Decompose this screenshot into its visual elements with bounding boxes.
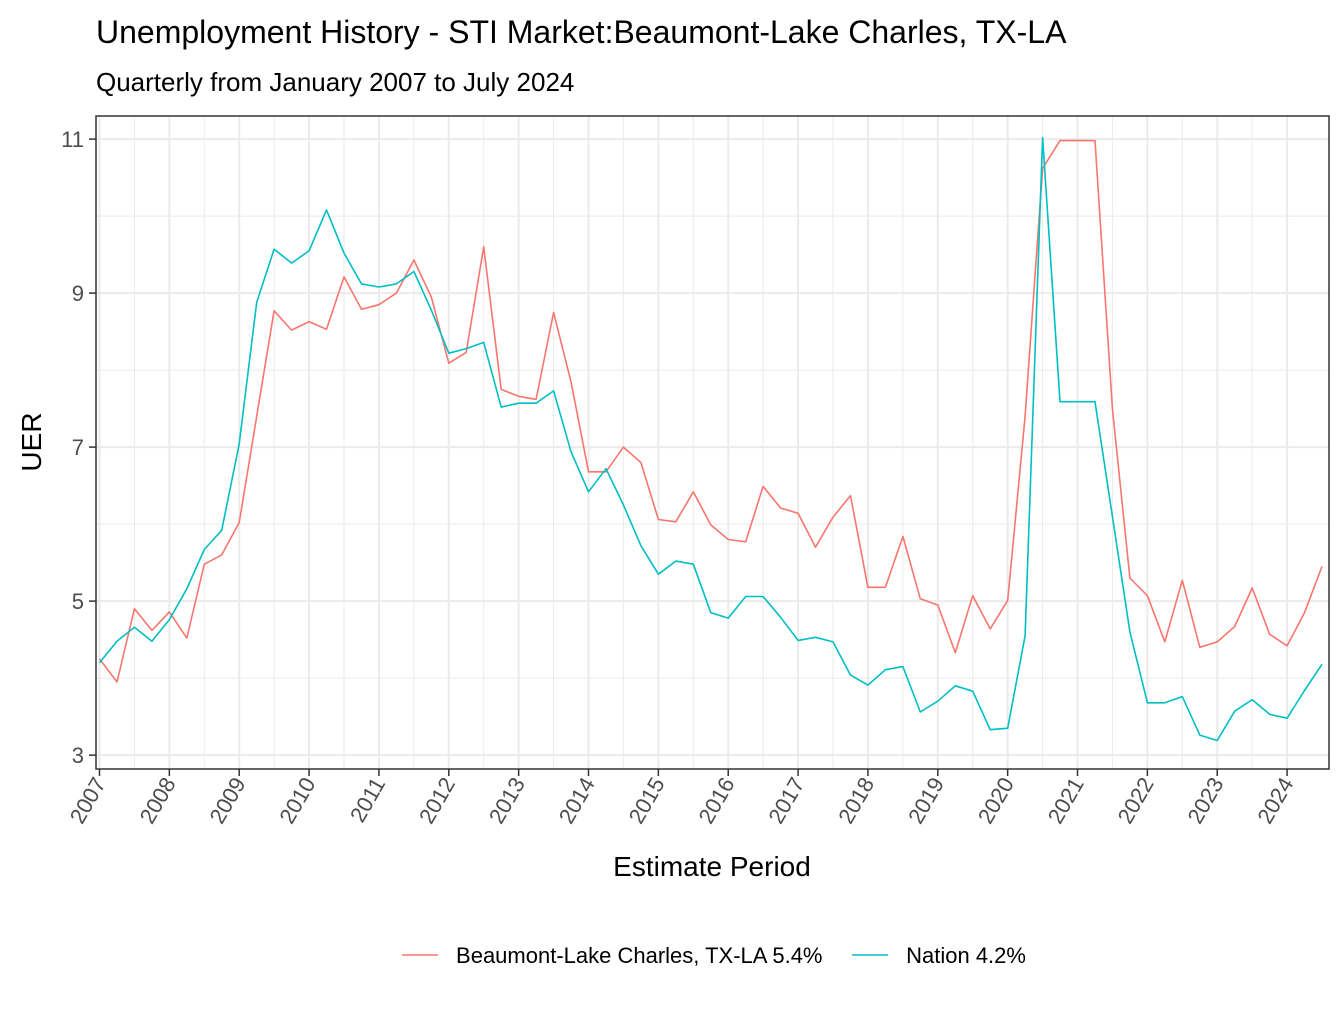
x-tick-label: 2010	[274, 773, 320, 828]
x-tick-label: 2016	[693, 773, 739, 828]
y-axis-label: UER	[16, 412, 47, 471]
y-tick-label: 5	[72, 589, 84, 614]
plot-border	[95, 115, 1330, 770]
plot-panel	[96, 116, 1329, 769]
y-tick-label: 3	[72, 743, 84, 768]
x-tick-label: 2022	[1113, 773, 1159, 828]
x-tick-label: 2018	[833, 773, 879, 828]
y-tick-label: 7	[72, 435, 84, 460]
x-tick-label: 2007	[65, 773, 111, 828]
x-axis: 2007 2008 2009 2010 2011 2012 2013 2014 2015 2016…	[65, 769, 1298, 828]
legend: Beaumont-Lake Charles, TX-LA 5.4% Nation …	[402, 943, 1026, 968]
x-tick-label: 2017	[763, 773, 809, 828]
grid-minor	[96, 116, 1329, 769]
x-tick-label: 2011	[345, 773, 390, 826]
x-tick-label: 2015	[624, 773, 670, 828]
legend-label-1: Beaumont-Lake Charles, TX-LA 5.4%	[456, 943, 822, 968]
series-line-1	[98, 139, 1323, 683]
x-tick-label: 2019	[903, 773, 949, 828]
x-tick-label: 2014	[554, 773, 600, 828]
x-tick-label: 2012	[414, 773, 460, 828]
y-axis: 3 5 7 9 11	[61, 127, 96, 768]
chart-title: Unemployment History - STI Market:Beaumo…	[96, 14, 1067, 50]
x-tick-label: 2021	[1043, 773, 1089, 828]
series-lines	[98, 136, 1323, 742]
legend-label-2: Nation 4.2%	[906, 943, 1026, 968]
series-line-2	[98, 136, 1323, 742]
x-tick-label: 2024	[1252, 773, 1298, 828]
grid-major	[96, 116, 1329, 769]
x-tick-label: 2023	[1182, 773, 1228, 828]
chart-subtitle: Quarterly from January 2007 to July 2024	[96, 67, 574, 97]
x-tick-label: 2020	[973, 773, 1019, 828]
y-tick-label: 11	[61, 127, 84, 152]
x-tick-label: 2013	[484, 773, 530, 828]
y-tick-label: 9	[72, 281, 84, 306]
x-axis-label: Estimate Period	[613, 851, 811, 882]
x-tick-label: 2008	[135, 773, 181, 828]
x-tick-label: 2009	[204, 773, 250, 828]
